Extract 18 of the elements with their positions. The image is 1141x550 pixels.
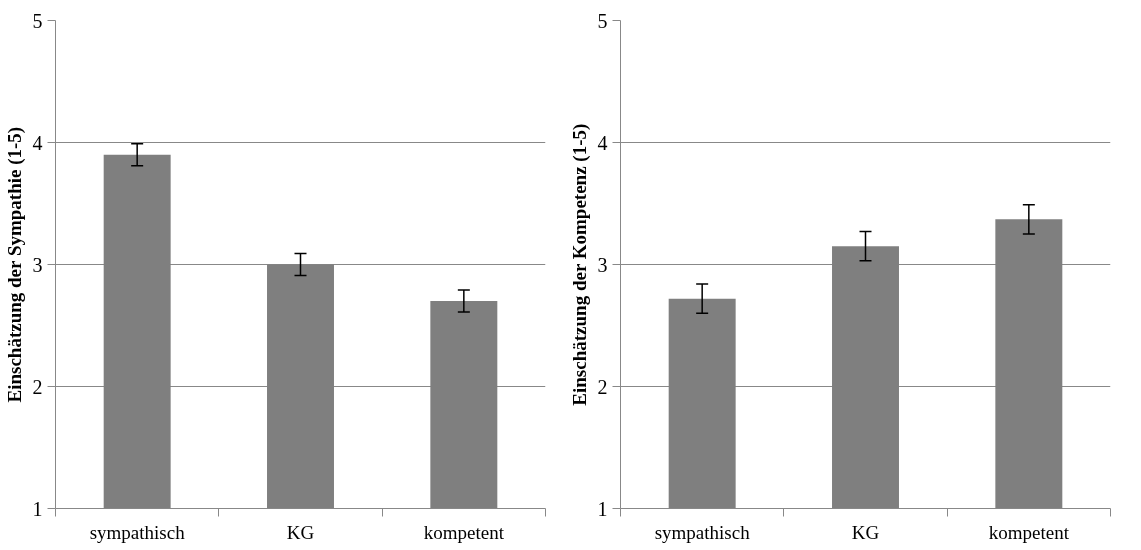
y-tick-label: 4 <box>32 131 43 154</box>
x-tick-label: sympathisch <box>89 521 186 543</box>
x-tick-label: kompetent <box>988 521 1070 543</box>
y-tick-label: 5 <box>32 9 43 32</box>
y-tick-label: 3 <box>32 253 43 276</box>
y-tick-label: 5 <box>597 9 608 32</box>
y-tick-label: 1 <box>597 497 608 520</box>
y-tick-label: 2 <box>597 375 608 398</box>
y-axis-title: Einschätzung der Kompetenz (1-5) <box>568 123 591 406</box>
y-axis-title: Einschätzung der Sympathie (1-5) <box>3 126 26 403</box>
y-tick-label: 1 <box>32 497 43 520</box>
y-tick-label: 4 <box>597 131 608 154</box>
x-tick-label: KG <box>851 521 880 543</box>
x-tick-label: KG <box>286 521 315 543</box>
x-tick-label: sympathisch <box>654 521 751 543</box>
y-tick-label: 2 <box>32 375 43 398</box>
y-tick-label: 3 <box>597 253 608 276</box>
x-tick-label: kompetent <box>423 521 505 543</box>
